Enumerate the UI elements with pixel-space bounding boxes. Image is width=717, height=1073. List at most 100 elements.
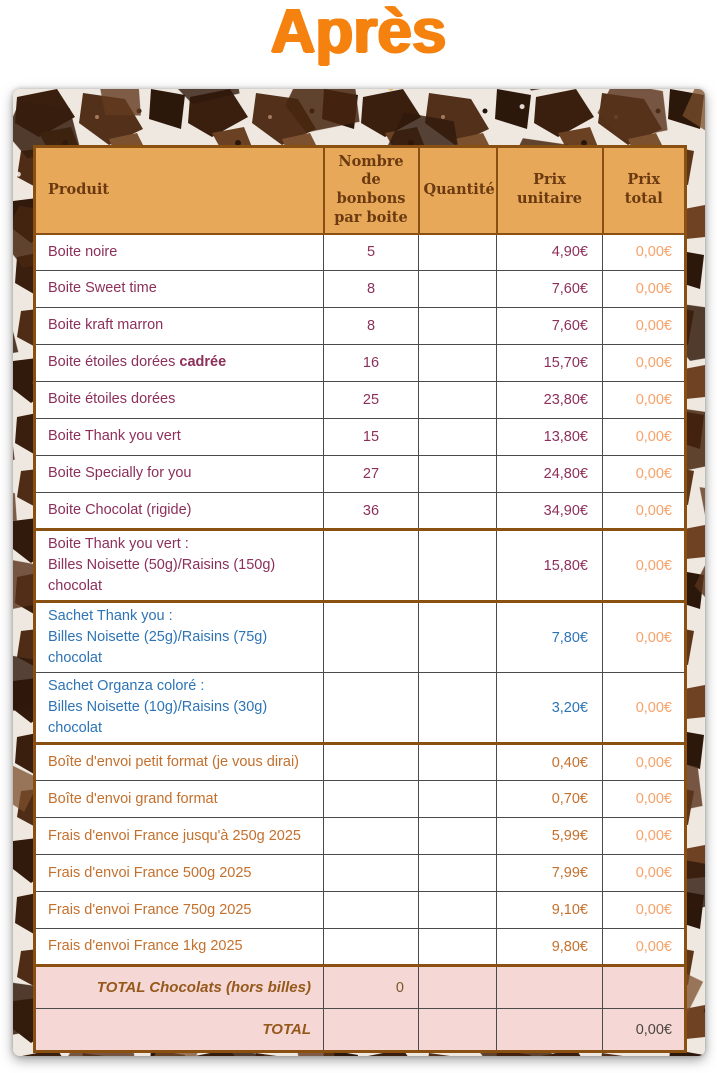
prix-unitaire-cell: 23,80€ — [496, 381, 603, 419]
product-name-bold: cadrée — [179, 354, 227, 371]
total-label-cell: TOTAL — [34, 1008, 324, 1053]
quantite-cell[interactable] — [418, 270, 497, 308]
nombre-cell — [323, 854, 419, 893]
product-cell: Frais d'envoi France jusqu'à 250g 2025 — [34, 817, 324, 856]
total-prix-unitaire-cell — [496, 964, 603, 1010]
header-row: Produit Nombre de bonbons par boite Quan… — [33, 145, 687, 235]
total-prix-unitaire-cell — [496, 1008, 603, 1053]
table-row: Boite Chocolat (rigide) 36 34,90€ 0,00€ — [34, 492, 686, 530]
header-nombre: Nombre de bonbons par boite — [322, 145, 420, 235]
product-cell: Frais d'envoi France 750g 2025 — [34, 891, 324, 930]
prix-unitaire-cell: 3,20€ — [496, 672, 603, 745]
quantite-cell[interactable] — [418, 780, 497, 819]
product-name: Boite Chocolat (rigide) — [48, 501, 192, 518]
nombre-cell: 8 — [323, 307, 419, 345]
nombre-cell: 25 — [323, 381, 419, 419]
prix-total-cell: 0,00€ — [602, 418, 686, 456]
quantite-cell[interactable] — [418, 672, 497, 745]
product-name: Boite Specially for you — [48, 465, 192, 482]
prix-total-cell: 0,00€ — [602, 455, 686, 493]
table-row: Boite Specially for you 27 24,80€ 0,00€ — [34, 455, 686, 493]
nombre-cell — [323, 742, 419, 782]
total-quantite-cell — [418, 1008, 497, 1053]
product-name: Sachet Thank you : — [48, 608, 173, 625]
product-cell: Boite noire — [34, 233, 324, 271]
total-nombre-cell — [323, 1008, 419, 1053]
product-name: Boîte d'envoi petit format (je vous dira… — [48, 754, 299, 771]
nombre-cell: 8 — [323, 270, 419, 308]
table-row: Frais d'envoi France 1kg 2025 9,80€ 0,00€ — [34, 928, 686, 967]
table-header: Produit Nombre de bonbons par boite Quan… — [33, 145, 687, 235]
quantite-cell[interactable] — [418, 891, 497, 930]
header-quantite: Quantité — [417, 145, 498, 235]
chocolate-photo-frame: Produit Nombre de bonbons par boite Quan… — [13, 89, 705, 1056]
prix-total-cell: 0,00€ — [602, 601, 686, 674]
quantite-cell[interactable] — [418, 601, 497, 674]
quantite-cell[interactable] — [418, 233, 497, 271]
quantite-cell[interactable] — [418, 928, 497, 967]
prix-total-cell: 0,00€ — [602, 270, 686, 308]
quantite-cell[interactable] — [418, 344, 497, 382]
table-row: Frais d'envoi France jusqu'à 250g 2025 5,… — [34, 817, 686, 856]
nombre-cell: 5 — [323, 233, 419, 271]
product-cell: Boite Thank you vert : Billes Noisette (5… — [34, 527, 324, 604]
product-cell: Boite étoiles dorées — [34, 381, 324, 419]
total-row: TOTAL Chocolats (hors billes) 0 — [34, 964, 686, 1010]
product-name: Boite Sweet time — [48, 280, 157, 297]
prix-unitaire-cell: 7,60€ — [496, 307, 603, 345]
nombre-cell — [323, 527, 419, 604]
prix-total-cell: 0,00€ — [602, 891, 686, 930]
quantite-cell[interactable] — [418, 817, 497, 856]
prix-unitaire-cell: 0,40€ — [496, 742, 603, 782]
product-cell: Frais d'envoi France 1kg 2025 — [34, 928, 324, 967]
product-name: Frais d'envoi France 750g 2025 — [48, 901, 252, 918]
quantite-cell[interactable] — [418, 455, 497, 493]
nombre-cell — [323, 780, 419, 819]
quantite-cell[interactable] — [418, 418, 497, 456]
prix-total-cell: 0,00€ — [602, 742, 686, 782]
prix-unitaire-cell: 13,80€ — [496, 418, 603, 456]
prix-unitaire-cell: 7,60€ — [496, 270, 603, 308]
nombre-cell: 16 — [323, 344, 419, 382]
quantite-cell[interactable] — [418, 307, 497, 345]
table-row: Boite Thank you vert : Billes Noisette (5… — [34, 527, 686, 604]
prix-total-cell: 0,00€ — [602, 527, 686, 604]
header-prix-total: Prix total — [601, 145, 687, 235]
product-name: Boîte d'envoi grand format — [48, 790, 218, 807]
product-name: Sachet Organza coloré : — [48, 678, 205, 695]
prix-total-cell: 0,00€ — [602, 817, 686, 856]
table-row: Boite étoiles dorées 25 23,80€ 0,00€ — [34, 381, 686, 419]
product-name: Boite Thank you vert — [48, 428, 181, 445]
table-row: Boite étoiles dorées cadrée 16 15,70€ 0,00€ — [34, 344, 686, 382]
total-row: TOTAL 0,00€ — [34, 1008, 686, 1053]
table-row: Sachet Thank you : Billes Noisette (25g)/… — [34, 601, 686, 674]
prix-total-cell: 0,00€ — [602, 928, 686, 967]
quantite-cell[interactable] — [418, 527, 497, 604]
total-nombre-cell: 0 — [323, 964, 419, 1010]
page-title: Après — [270, 0, 447, 66]
prix-total-cell: 0,00€ — [602, 492, 686, 530]
prix-total-cell: 0,00€ — [602, 381, 686, 419]
quantite-cell[interactable] — [418, 492, 497, 530]
table-row: Boite kraft marron 8 7,60€ 0,00€ — [34, 307, 686, 345]
price-table: Produit Nombre de bonbons par boite Quan… — [33, 145, 687, 1054]
quantite-cell[interactable] — [418, 381, 497, 419]
product-name: Boite kraft marron — [48, 317, 164, 334]
product-cell: Boite kraft marron — [34, 307, 324, 345]
prix-unitaire-cell: 7,80€ — [496, 601, 603, 674]
total-prix-total-cell — [602, 964, 686, 1010]
nombre-cell — [323, 928, 419, 967]
quantite-cell[interactable] — [418, 854, 497, 893]
quantite-cell[interactable] — [418, 742, 497, 782]
table-row: Frais d'envoi France 750g 2025 9,10€ 0,00€ — [34, 891, 686, 930]
product-name: Boite étoiles dorées — [48, 354, 180, 371]
table-row: Boite noire 5 4,90€ 0,00€ — [34, 233, 686, 271]
product-name: Boite étoiles dorées — [48, 391, 176, 408]
product-cell: Frais d'envoi France 500g 2025 — [34, 854, 324, 893]
product-name: Frais d'envoi France 1kg 2025 — [48, 938, 243, 955]
nombre-cell — [323, 601, 419, 674]
prix-total-cell: 0,00€ — [602, 672, 686, 745]
product-cell: Boîte d'envoi petit format (je vous dira… — [34, 742, 324, 782]
nombre-cell — [323, 817, 419, 856]
